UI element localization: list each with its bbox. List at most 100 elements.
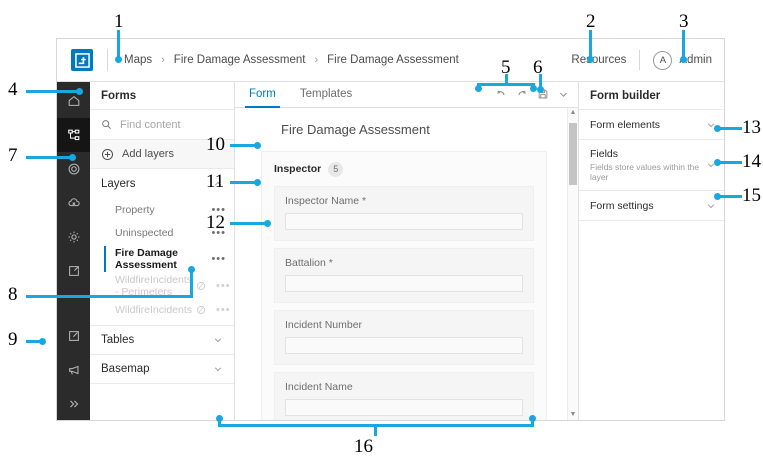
form-group-card[interactable]: Inspector 5 Inspector Name * Battalion * (261, 150, 547, 420)
scroll-up-arrow-icon[interactable]: ▲ (569, 108, 577, 116)
field-label: Battalion * (285, 256, 333, 269)
layers-section-label: Layers (101, 177, 136, 190)
builder-section-fields[interactable]: Fields Fields store values within the la… (579, 140, 724, 191)
tab-templates[interactable]: Templates (290, 82, 362, 107)
callout-dot-12 (264, 220, 271, 227)
breadcrumb-item-layer[interactable]: Fire Damage Assessment (327, 54, 459, 66)
callout-dot-5l (475, 85, 482, 92)
callout-line-7 (26, 156, 72, 159)
chevron-up-icon (213, 179, 223, 189)
rail-item-content[interactable] (57, 118, 90, 152)
callout-dot-9 (39, 338, 46, 345)
callout-line-5v (505, 74, 508, 85)
avatar[interactable]: A (653, 50, 673, 70)
form-field[interactable]: Incident Number (274, 309, 534, 365)
callout-dot-15 (714, 193, 721, 200)
rail-item-announcements[interactable] (57, 353, 90, 387)
redo-icon[interactable] (516, 88, 528, 100)
layer-options-icon[interactable]: ••• (211, 253, 226, 265)
breadcrumb-item-map[interactable]: Fire Damage Assessment (173, 54, 306, 66)
inspector-name-field[interactable] (285, 212, 523, 230)
scrollbar-track[interactable] (568, 119, 578, 410)
rail-item-open-window[interactable] (57, 319, 90, 353)
callout-number-11: 11 (206, 171, 225, 192)
rail-item-home[interactable] (57, 84, 90, 118)
list-item[interactable]: Property ••• (90, 198, 234, 221)
callout-number-1: 1 (114, 11, 124, 32)
basemap-section-header[interactable]: Basemap (90, 354, 234, 383)
add-layers-label: Add layers (122, 148, 174, 160)
breadcrumb: Maps › Fire Damage Assessment › Fire Dam… (124, 54, 459, 66)
form-canvas-column: Form Templates (235, 82, 578, 420)
layer-options-icon[interactable]: ••• (211, 203, 226, 216)
rail-item-target[interactable] (57, 152, 90, 186)
layer-name: Property (115, 203, 155, 216)
callout-number-12: 12 (206, 212, 225, 233)
list-item[interactable]: Uninspected ••• (90, 221, 234, 244)
callout-dot-3 (680, 56, 687, 63)
callout-number-10: 10 (206, 134, 225, 155)
not-visible-icon (196, 305, 206, 315)
chevron-down-icon[interactable] (706, 120, 716, 130)
callout-dot-16l (216, 415, 223, 422)
forms-panel: Forms Find content Add la (90, 82, 235, 420)
form-group-name: Inspector (274, 163, 322, 176)
incident-name-field[interactable] (285, 398, 523, 416)
field-label: Incident Number (285, 318, 363, 331)
field-label: Inspector Name * (285, 194, 367, 207)
tab-form[interactable]: Form (239, 82, 286, 108)
breadcrumb-item-maps[interactable]: Maps (124, 54, 153, 66)
builder-section-subtitle: Fields store values within the layer (590, 162, 700, 182)
arcgis-logo-icon[interactable] (71, 49, 93, 71)
add-layers-button[interactable]: Add layers (90, 140, 234, 169)
vertical-scrollbar[interactable]: ▲ ▼ (567, 107, 578, 420)
form-field[interactable]: Battalion * (274, 247, 534, 303)
callout-dot-11 (254, 179, 261, 186)
form-title: Fire Damage Assessment (281, 121, 430, 137)
builder-section-title: Form settings (590, 199, 654, 212)
user-name[interactable]: Admin (679, 54, 712, 66)
scrollbar-thumb[interactable] (569, 122, 577, 185)
layer-options-icon[interactable]: ••• (216, 280, 231, 292)
builder-section-form-elements[interactable]: Form elements (579, 110, 724, 140)
breadcrumb-separator: › (314, 54, 319, 66)
tables-section-header[interactable]: Tables (90, 325, 234, 354)
layers-section-header[interactable]: Layers (90, 169, 234, 198)
battalion-field[interactable] (285, 274, 523, 292)
chevron-down-icon[interactable] (706, 160, 716, 170)
callout-number-6: 6 (533, 57, 543, 78)
callout-line-16r (531, 418, 534, 427)
callout-line-6 (539, 74, 542, 90)
scroll-down-arrow-icon[interactable]: ▼ (569, 411, 577, 418)
forms-panel-filler (90, 383, 234, 420)
form-field[interactable]: Inspector Name * (274, 185, 534, 241)
callout-line-9 (26, 340, 42, 343)
list-item-selected[interactable]: Fire Damage Assessment ••• (90, 244, 234, 274)
callout-number-16: 16 (354, 436, 373, 457)
chevron-down-icon[interactable] (558, 89, 569, 100)
callout-dot-8 (188, 266, 195, 273)
search-input[interactable]: Find content (90, 110, 234, 140)
builder-section-form-settings[interactable]: Form settings (579, 191, 724, 221)
chevron-down-icon[interactable] (706, 201, 716, 211)
undo-icon[interactable] (495, 88, 507, 100)
callout-dot-16r (529, 415, 536, 422)
tab-templates-label: Templates (299, 88, 353, 101)
callout-dot-13 (714, 125, 721, 132)
layer-name: Uninspected (115, 226, 174, 239)
layer-options-icon[interactable]: ••• (216, 303, 231, 316)
list-item[interactable]: WildfireIncidents ••• (90, 298, 234, 321)
application-window: Maps › Fire Damage Assessment › Fire Dam… (56, 38, 725, 421)
rail-item-expand[interactable] (57, 387, 90, 420)
callout-dot-7 (69, 154, 76, 161)
incident-number-field[interactable] (285, 336, 523, 354)
rail-item-share[interactable] (57, 254, 90, 288)
rail-item-offline-cloud[interactable] (57, 186, 90, 220)
breadcrumb-separator: › (161, 54, 165, 66)
layer-options-icon[interactable]: ••• (211, 226, 226, 239)
rail-item-settings[interactable] (57, 220, 90, 254)
form-preview: Fire Damage Assessment Inspector 5 Inspe… (235, 108, 567, 420)
resources-link[interactable]: Resources (571, 54, 627, 66)
callout-line-4 (26, 90, 79, 93)
form-field[interactable]: Incident Name (274, 371, 534, 420)
